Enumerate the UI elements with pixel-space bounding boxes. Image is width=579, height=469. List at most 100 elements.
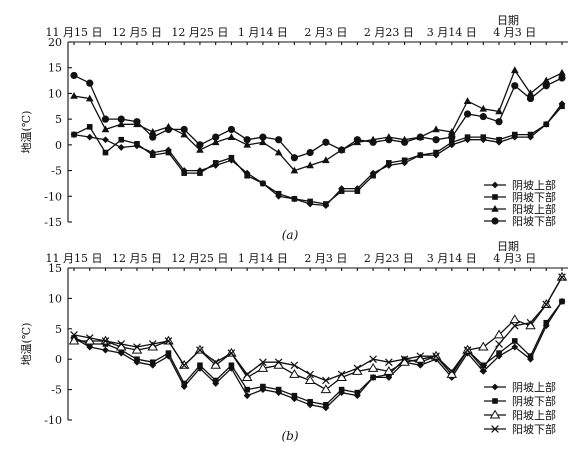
data-point [86, 124, 93, 130]
legend-label: 阴坡下部 [512, 190, 556, 204]
data-point [290, 361, 299, 370]
legend-marker [491, 425, 499, 433]
data-point [337, 370, 346, 379]
data-point [85, 94, 94, 102]
series-diamond [70, 100, 566, 209]
data-point [464, 134, 471, 140]
data-point [510, 321, 519, 330]
data-point [259, 138, 267, 146]
data-point [68, 335, 80, 345]
data-point [354, 389, 361, 396]
data-point [369, 138, 377, 146]
data-point [511, 343, 519, 351]
x-tick-label: 12 月5 日 [112, 26, 162, 39]
data-point [416, 352, 425, 360]
data-point [117, 349, 125, 357]
legend-entry: 阳坡上部 [484, 408, 556, 422]
data-point [290, 154, 298, 162]
data-point [559, 298, 565, 305]
data-point [370, 172, 376, 179]
data-point [197, 170, 203, 176]
data-point [101, 125, 110, 133]
data-point [85, 334, 94, 342]
series-line [74, 276, 563, 391]
legend-label: 阳坡上部 [512, 408, 556, 422]
data-point [447, 367, 456, 376]
legend-marker [489, 409, 501, 419]
data-point [304, 375, 316, 384]
data-point [101, 115, 110, 123]
data-point [511, 82, 519, 90]
data-point [478, 341, 489, 351]
x-tick-label: 2 月23 日 [364, 26, 414, 39]
y-tick-label: 10 [48, 292, 62, 305]
y-axis-title: 地温(℃) [20, 111, 33, 154]
series-line [73, 276, 563, 382]
data-point [480, 134, 487, 140]
series-line [73, 301, 563, 409]
series-open-triangle [68, 271, 568, 394]
data-point [448, 128, 456, 135]
x-tick-label: 4 月3 日 [493, 252, 536, 265]
x-tick-label: 3 月14 日 [427, 252, 477, 265]
data-point [164, 337, 173, 345]
x-tick-label: 2 月23 日 [364, 252, 414, 265]
data-point [463, 110, 472, 118]
data-point [496, 136, 502, 143]
data-point [559, 103, 565, 110]
data-point [196, 364, 204, 372]
data-point [243, 370, 251, 379]
data-point [211, 358, 220, 367]
data-point [510, 66, 519, 74]
data-point [227, 349, 236, 357]
data-point [353, 136, 361, 144]
data-point [181, 380, 187, 387]
data-point [367, 362, 379, 372]
data-point [228, 362, 235, 369]
data-point [479, 104, 488, 112]
data-point [259, 358, 267, 367]
legend-entry: 阴坡下部 [484, 190, 556, 204]
series-x [70, 273, 566, 385]
x-tick-label: 1 月14 日 [238, 252, 288, 265]
data-point [86, 79, 94, 87]
legend-label: 阴坡下部 [512, 394, 556, 408]
data-point [338, 188, 345, 194]
data-point [70, 331, 78, 339]
y-tick-label: 0 [55, 139, 62, 152]
data-point [180, 130, 188, 138]
data-point [527, 353, 534, 359]
data-point [558, 68, 566, 76]
data-point [496, 350, 502, 356]
y-tick-label: -10 [44, 190, 62, 203]
data-point [275, 386, 282, 393]
legend-marker [491, 181, 499, 189]
data-point [227, 133, 236, 140]
series-square [71, 298, 565, 408]
series-line [73, 105, 563, 205]
data-point [463, 346, 472, 354]
data-point [416, 133, 424, 141]
x-tick-label: 11 月15 日 [46, 26, 103, 39]
data-point [181, 170, 187, 176]
legend-label: 阴坡上部 [512, 380, 556, 394]
x-tick-label: 3 月14 日 [427, 26, 477, 39]
legend-marker [492, 398, 498, 404]
data-point [260, 180, 266, 187]
legend-entry: 阴坡上部 [484, 380, 556, 394]
data-point [495, 107, 503, 115]
y-tick-label: 15 [48, 62, 62, 75]
data-point [386, 160, 392, 166]
data-point [148, 340, 157, 348]
panel-caption: (a) [282, 228, 299, 242]
x-tick-label: 12 月25 日 [171, 252, 228, 265]
data-point [102, 149, 109, 156]
x-tick-label: 11 月15 日 [46, 252, 103, 265]
data-point [449, 139, 455, 146]
data-point [306, 148, 314, 157]
data-point [338, 386, 345, 393]
data-point [385, 358, 393, 367]
y-tick-label: 10 [48, 87, 62, 100]
data-point [383, 365, 395, 375]
